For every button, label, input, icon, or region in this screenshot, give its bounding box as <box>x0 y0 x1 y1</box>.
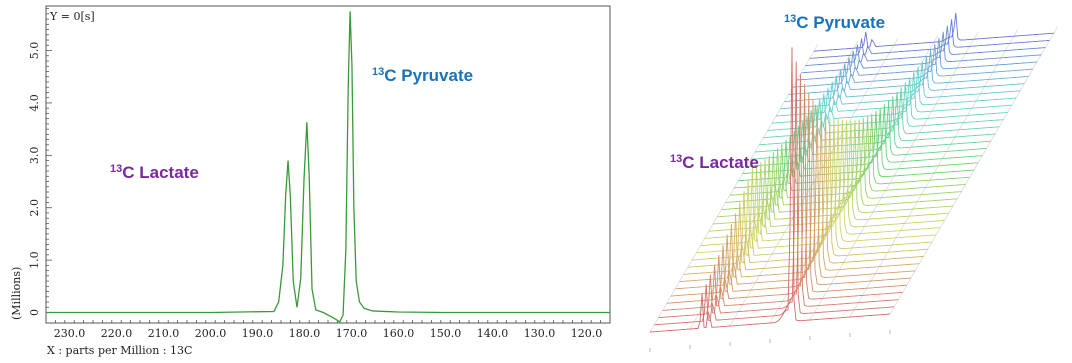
lactate-text: C Lactate <box>122 163 199 182</box>
wf-slice-line <box>805 25 1046 67</box>
wf-pyruvate-sup: 13 <box>784 13 796 25</box>
x-tick-label: 200.0 <box>195 327 227 340</box>
wf-slice-line <box>649 47 891 333</box>
wf-slice-line <box>658 73 899 319</box>
x-tick-label: 210.0 <box>148 327 180 340</box>
wf-slice-line <box>683 114 924 275</box>
spectrum-chart-svg: Y = 0[s] 230.0 220.0 210.0 200.0 190.0 180.0 1… <box>10 5 611 357</box>
wf-slice-line <box>696 119 937 254</box>
x-tick-label: 190.0 <box>242 327 274 340</box>
y-tick-label: 2.0 <box>28 199 41 217</box>
x-tick-label: 180.0 <box>289 327 321 340</box>
waterfall-slices <box>649 12 1054 352</box>
wf-pyruvate-text: C Pyruvate <box>796 13 885 32</box>
wf-slice-line <box>738 107 979 182</box>
x-tick-label: 140.0 <box>477 327 509 340</box>
wf-slice-line <box>712 120 954 225</box>
pyruvate-text: C Pyruvate <box>384 66 473 85</box>
wf-slice-line <box>721 118 962 211</box>
x-tick-label: 130.0 <box>524 327 556 340</box>
x-tick-label: 160.0 <box>383 327 415 340</box>
wf-lactate-text: C Lactate <box>682 153 759 172</box>
lactate-annotation: 13C Lactate <box>110 163 199 182</box>
wf-slice-line <box>704 120 945 239</box>
wf-slice-line <box>729 113 970 196</box>
wf-slice-line <box>725 116 966 203</box>
wf-slice-line <box>687 117 928 268</box>
y-tick-label: 1.0 <box>28 251 41 269</box>
spectrum-series-line <box>46 11 610 323</box>
wf-slice-line <box>742 104 983 175</box>
y-tick-label: 5.0 <box>28 42 41 60</box>
y-axis-ticks: 0 1.0 2.0 3.0 4.0 5.0 <box>28 8 52 316</box>
y-axis-label: (Millions) <box>10 267 23 320</box>
wf-slice-line <box>733 110 975 189</box>
wf-slice-line <box>691 118 933 261</box>
wf-slice-line <box>654 61 895 326</box>
wf-slice-line <box>679 111 920 283</box>
y-tick-label: 4.0 <box>28 94 41 112</box>
waterfall-chart-svg: 13C Pyruvate 13C Lactate <box>649 12 1059 352</box>
x-tick-label: 170.0 <box>336 327 368 340</box>
wf-slice-line <box>717 119 958 218</box>
wf-lactate-annotation: 13C Lactate <box>670 153 759 172</box>
wf-slice-line <box>708 120 949 232</box>
pyruvate-sup: 13 <box>372 66 384 78</box>
x-tick-label: 230.0 <box>54 327 86 340</box>
x-tick-label: 150.0 <box>430 327 462 340</box>
wf-slice-line <box>801 31 1042 74</box>
plot-frame <box>45 5 611 324</box>
spectrum-chart: Y = 0[s] 230.0 220.0 210.0 200.0 190.0 180.0 1… <box>10 5 611 357</box>
wf-pyruvate-annotation: 13C Pyruvate <box>784 13 885 32</box>
y-tick-label: 0 <box>28 309 41 316</box>
x-axis-label: X : parts per Million : 13C <box>47 344 192 357</box>
wf-slice-line <box>796 37 1038 81</box>
lactate-sup: 13 <box>110 163 122 175</box>
wf-slice-line <box>700 119 941 247</box>
corner-label: Y = 0[s] <box>49 10 95 23</box>
wf-lactate-sup: 13 <box>670 153 682 165</box>
pyruvate-annotation: 13C Pyruvate <box>372 66 473 85</box>
x-tick-label: 220.0 <box>101 327 133 340</box>
wf-slice-line <box>746 100 987 167</box>
x-tick-label: 120.0 <box>571 327 603 340</box>
x-axis-ticks: 230.0 220.0 210.0 200.0 190.0 180.0 170.0 160.0… <box>45 320 611 340</box>
wf-slice-line <box>813 12 1054 52</box>
wf-slice-line <box>809 19 1050 59</box>
y-tick-label: 3.0 <box>28 147 41 165</box>
waterfall-chart: 13C Pyruvate 13C Lactate <box>640 0 1072 359</box>
